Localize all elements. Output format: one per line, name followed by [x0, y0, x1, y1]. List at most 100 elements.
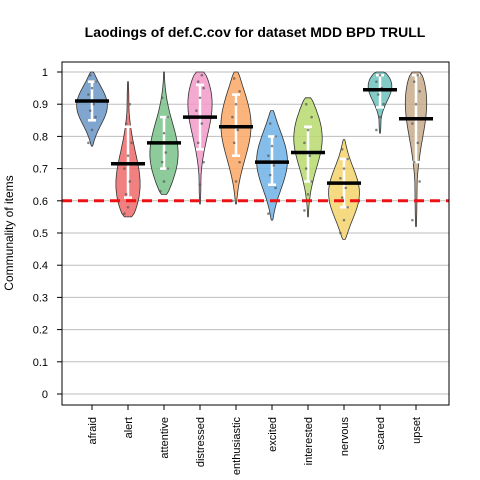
data-point — [162, 180, 166, 183]
data-point — [382, 102, 385, 106]
data-point — [162, 131, 166, 135]
data-point — [274, 135, 277, 138]
grid-lines — [62, 71, 449, 395]
data-point — [196, 141, 200, 145]
data-point — [128, 102, 132, 106]
data-point — [94, 80, 97, 83]
data-point — [160, 160, 164, 164]
data-point — [339, 176, 342, 180]
data-point — [412, 160, 416, 164]
x-tick-label-excited: excited — [267, 417, 279, 452]
data-point — [303, 141, 306, 145]
y-tick-label: 0.6 — [33, 196, 48, 208]
violin-enthusiastic — [219, 71, 253, 205]
data-point — [126, 205, 130, 209]
x-tick-label-afraid: afraid — [87, 417, 99, 445]
data-point — [238, 90, 241, 93]
data-point — [128, 180, 132, 183]
y-tick-label: 0.9 — [33, 99, 48, 111]
data-point — [87, 93, 90, 96]
data-point — [268, 173, 272, 177]
data-point — [202, 160, 205, 164]
data-point — [198, 96, 202, 100]
data-point — [267, 212, 270, 215]
x-axis: afraid alert attentive distressed enthusiast… — [87, 405, 423, 475]
data-point — [236, 128, 240, 132]
violin-attentive — [147, 71, 181, 195]
data-point — [308, 154, 312, 158]
data-point — [376, 93, 380, 96]
data-point — [346, 205, 349, 209]
data-point — [340, 147, 344, 151]
data-point — [378, 73, 382, 77]
data-point — [232, 77, 236, 80]
data-point — [234, 180, 238, 183]
data-point — [342, 167, 346, 170]
data-point — [268, 122, 272, 125]
y-tick-label: 0 — [42, 389, 48, 401]
data-point — [267, 154, 270, 158]
data-point — [90, 128, 94, 132]
y-axis: 0 0.1 0.2 0.3 0.4 0.5 0.6 0.7 0.8 0.9 1 — [33, 67, 62, 401]
data-point — [94, 115, 97, 119]
violin-afraid — [75, 71, 109, 147]
x-tick-label-attentive: attentive — [159, 417, 171, 459]
violin-nervous — [327, 139, 361, 240]
x-tick-label-enthusiastic: enthusiastic — [231, 417, 243, 476]
x-tick-label-nervous: nervous — [339, 417, 351, 457]
data-point — [231, 115, 234, 119]
data-point — [124, 122, 128, 125]
data-point — [346, 157, 349, 161]
data-point — [232, 141, 236, 145]
violin-excited — [255, 110, 289, 221]
data-point — [342, 218, 346, 222]
data-point — [304, 102, 308, 106]
data-point — [303, 209, 306, 212]
data-point — [123, 212, 126, 215]
y-tick-label: 0.1 — [33, 357, 48, 369]
data-point — [90, 86, 94, 90]
data-point — [339, 231, 342, 235]
data-point — [270, 144, 274, 148]
data-point — [274, 186, 277, 190]
data-point — [375, 80, 378, 83]
data-point — [375, 128, 378, 132]
data-point — [196, 80, 200, 83]
y-tick-label: 1 — [42, 67, 48, 79]
x-tick-label-interested: interested — [303, 417, 315, 465]
data-point — [92, 102, 96, 106]
violin-alert — [111, 81, 145, 218]
y-tick-label: 0.8 — [33, 131, 48, 143]
data-point — [160, 96, 164, 100]
y-tick-label: 0.2 — [33, 325, 48, 337]
y-tick-label: 0.5 — [33, 228, 48, 240]
data-point — [306, 193, 310, 196]
data-point — [87, 141, 90, 145]
data-point — [414, 102, 418, 106]
data-point — [234, 102, 238, 106]
data-point — [411, 218, 414, 222]
data-point — [344, 186, 348, 190]
data-point — [306, 128, 310, 132]
x-tick-label-upset: upset — [411, 417, 423, 444]
data-point — [88, 109, 92, 112]
data-point — [88, 73, 92, 77]
data-point — [200, 73, 204, 77]
data-point — [378, 115, 382, 119]
data-point — [412, 80, 416, 83]
data-point — [418, 90, 421, 93]
violin-upset — [399, 71, 433, 227]
y-tick-label: 0.4 — [33, 260, 48, 272]
violin-distressed — [183, 71, 217, 205]
data-point — [166, 167, 169, 170]
violins — [75, 71, 433, 240]
chart-title: Laodings of def.C.cov for dataset MDD BP… — [85, 24, 426, 40]
data-point — [304, 167, 308, 170]
data-point — [202, 86, 205, 90]
data-point — [418, 180, 421, 183]
y-tick-label: 0.7 — [33, 164, 48, 176]
data-point — [126, 154, 130, 158]
y-axis-label: Communality of items — [2, 175, 16, 290]
data-point — [159, 189, 162, 193]
